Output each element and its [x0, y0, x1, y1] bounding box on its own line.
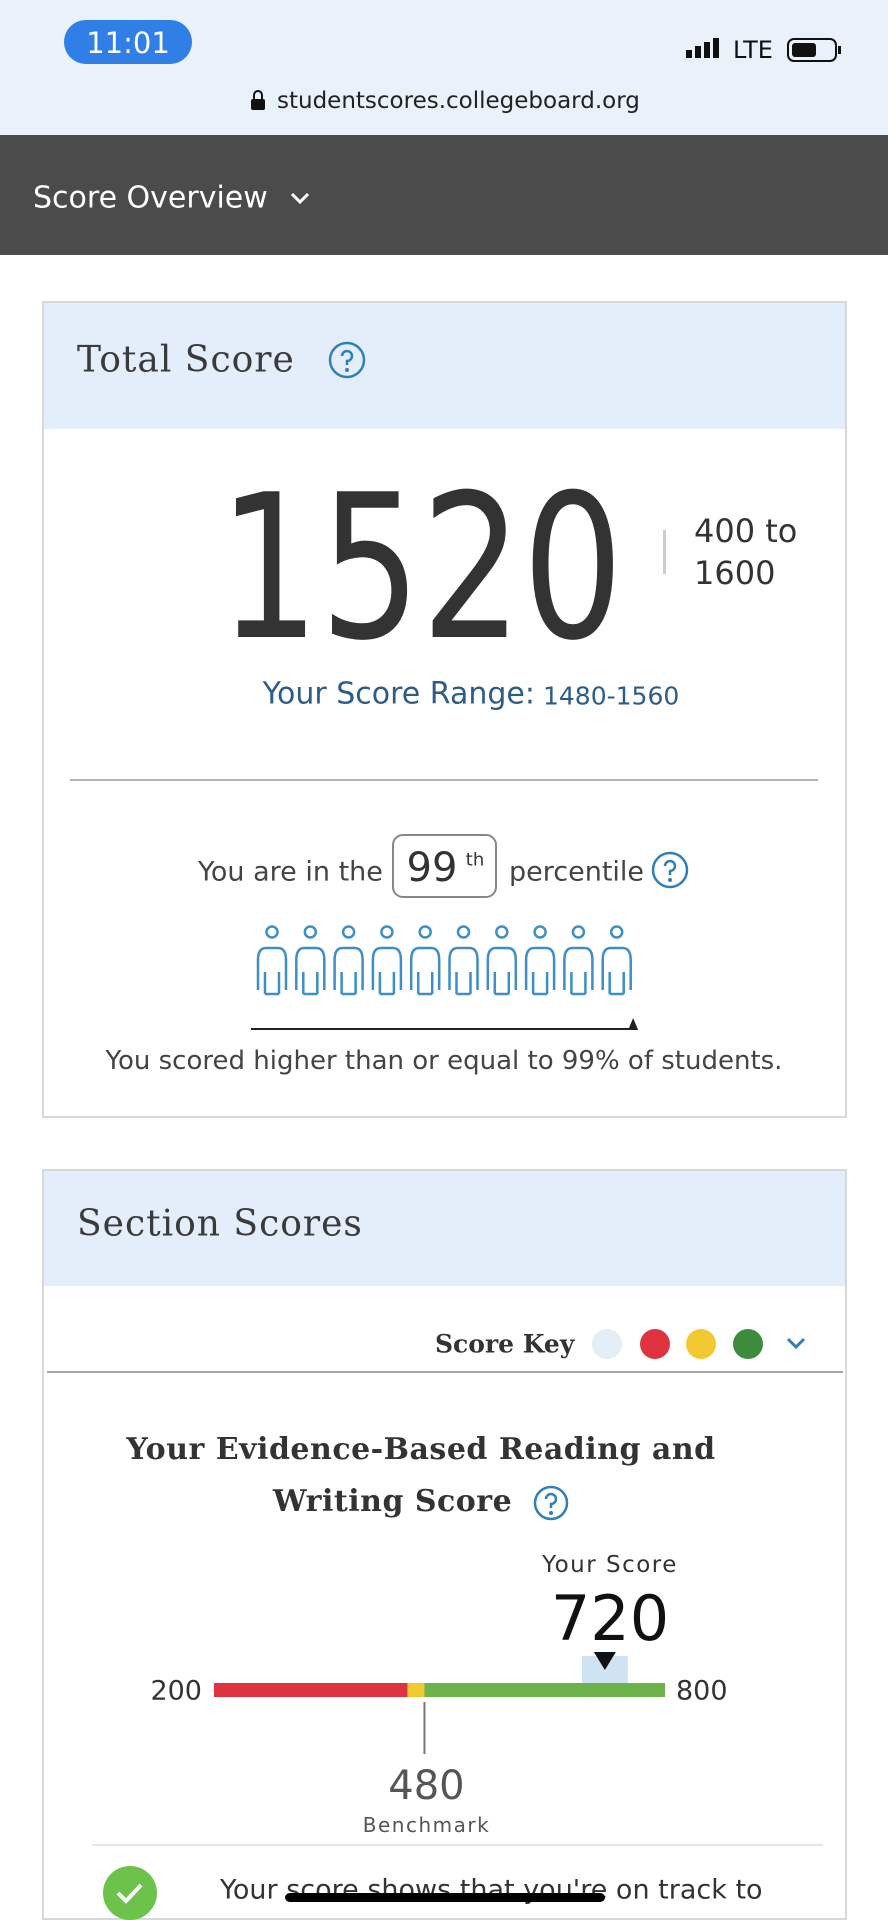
percentile-suffix: th — [466, 850, 484, 871]
percentile: 99 — [407, 845, 458, 891]
percentile-note: You scored higher than or equal to 99% o… — [105, 1046, 783, 1076]
person-body — [333, 946, 364, 996]
score-scale: 400 to 1600 — [694, 512, 798, 592]
percentile-marker — [628, 1018, 639, 1030]
person-head — [571, 925, 586, 939]
person-body — [601, 946, 632, 996]
nav-title[interactable]: Score Overview — [33, 181, 268, 216]
score-bar: 480 Benchmark — [214, 1652, 665, 1837]
key-dot — [686, 1329, 716, 1359]
person-head — [456, 925, 471, 939]
range-label: Your Score Range: — [262, 677, 535, 712]
lock-icon — [251, 90, 265, 110]
card-header — [44, 303, 845, 429]
score-range: 1480-1560 — [543, 682, 679, 711]
person-body — [524, 946, 556, 996]
section-title: Your Evidence-Based Reading and Writing … — [126, 1432, 716, 1519]
bar-near-benchmark — [407, 1683, 425, 1697]
person-body — [371, 946, 403, 996]
nav-chevron[interactable] — [290, 192, 310, 205]
person-head — [303, 925, 318, 939]
key-dot — [640, 1329, 670, 1359]
key-dot — [592, 1329, 622, 1359]
key-chevron[interactable] — [786, 1337, 806, 1350]
your-score-label: Your Score — [541, 1552, 678, 1578]
help-icon[interactable] — [651, 851, 689, 889]
score-min: 200 — [150, 1676, 202, 1707]
person-body — [486, 946, 518, 996]
nav-bar[interactable] — [0, 135, 888, 255]
bar-below-benchmark — [214, 1683, 408, 1697]
section-score: 720 — [551, 1582, 669, 1655]
total-score: 1520 — [219, 452, 624, 685]
card-title: Total Score — [77, 340, 295, 381]
time: 11:01 — [86, 26, 170, 60]
check-mark — [116, 1883, 143, 1904]
home-indicator — [285, 1893, 605, 1902]
percentile-label: percentile — [509, 857, 644, 888]
benchmark-value: 480 — [388, 1763, 464, 1809]
person-body — [448, 946, 479, 996]
score-max: 800 — [676, 1676, 728, 1707]
divider — [663, 530, 666, 574]
score-key[interactable]: Score Key — [435, 1330, 576, 1359]
people-icons — [256, 925, 632, 996]
person-head — [609, 925, 624, 939]
help-icon[interactable] — [328, 341, 366, 379]
signal-icon — [686, 38, 719, 58]
person-head — [418, 925, 432, 939]
network: LTE — [733, 36, 773, 64]
person-head — [380, 925, 394, 939]
key-dot — [733, 1329, 763, 1359]
person-body — [563, 946, 594, 996]
percentile-box — [392, 834, 497, 898]
person-body — [295, 946, 326, 996]
person-head — [533, 925, 547, 939]
battery-icon — [787, 38, 841, 62]
card-header — [44, 1171, 845, 1286]
bar-above-benchmark — [424, 1683, 665, 1697]
person-head — [265, 925, 279, 939]
score-marker — [593, 1652, 616, 1670]
check-icon — [103, 1866, 157, 1920]
card-title: Section Scores — [77, 1204, 363, 1245]
person-body — [256, 946, 288, 996]
total-score-card — [42, 301, 847, 1118]
person-head — [495, 925, 509, 939]
benchmark-label: Benchmark — [363, 1813, 490, 1837]
help-icon[interactable] — [533, 1485, 569, 1521]
time-pill — [64, 20, 192, 64]
person-body — [409, 946, 441, 996]
person-head — [341, 925, 356, 939]
section-title-wrap: Your Evidence-Based Reading and Writing … — [70, 1424, 772, 1528]
percentile-prefix: You are in the — [197, 857, 383, 888]
section-scores-card — [42, 1169, 847, 1920]
url: studentscores.collegeboard.org — [277, 88, 640, 114]
